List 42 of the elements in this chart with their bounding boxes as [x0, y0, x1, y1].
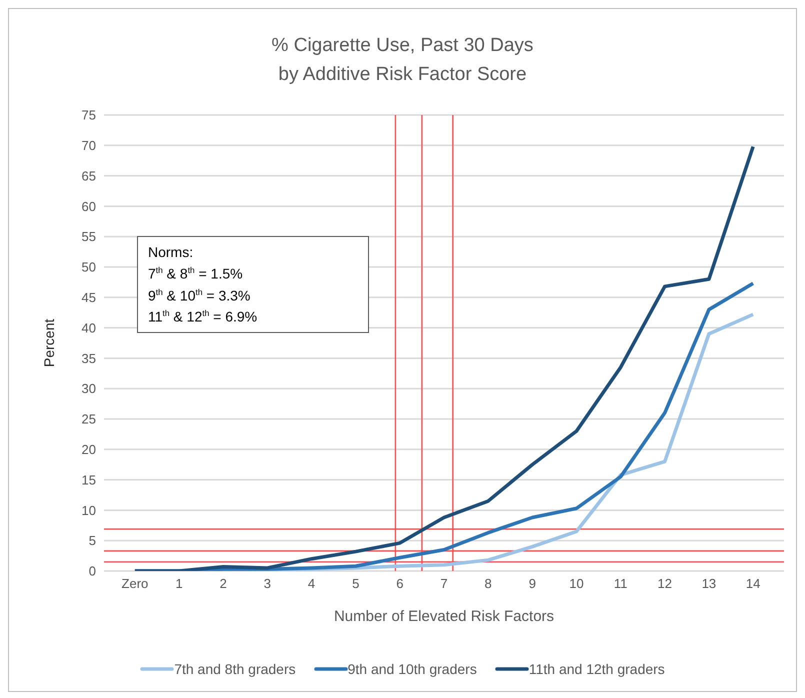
- y-tick-label: 35: [82, 350, 96, 366]
- legend-label: 7th and 8th graders: [174, 661, 296, 677]
- y-axis-title: Percent: [40, 318, 57, 368]
- x-tick-label: 13: [702, 576, 716, 592]
- x-tick-label: 11: [614, 576, 628, 592]
- annotation: Norms:: [148, 244, 194, 260]
- x-tick-label: 3: [264, 576, 271, 592]
- y-tick-label: 60: [82, 198, 96, 214]
- y-tick-label: 40: [82, 320, 96, 336]
- y-tick-label: 55: [82, 229, 96, 244]
- y-tick-label: 0: [88, 564, 96, 579]
- y-tick-label: 10: [82, 502, 96, 518]
- y-tick-label: 5: [88, 533, 96, 548]
- y-tick-label: 45: [82, 290, 96, 306]
- annotation: 11$^{th}$ & 12$^{th}$ = 6.9%: [148, 308, 258, 325]
- x-tick-label: 12: [658, 576, 672, 592]
- annotation: 7$^{th}$ & 8$^{th}$ = 1.5%: [148, 265, 243, 282]
- x-tick-label: 9: [528, 576, 536, 592]
- y-tick-label: 65: [82, 168, 96, 184]
- x-tick-label: 8: [484, 576, 492, 592]
- x-tick-label: 2: [220, 576, 227, 592]
- y-tick-label: 20: [82, 442, 96, 458]
- y-tick-label: 15: [82, 472, 96, 488]
- x-tick-label: 1: [175, 576, 183, 592]
- x-tick-label: 6: [396, 576, 404, 592]
- x-axis-title: Number of Elevated Risk Factors: [334, 608, 554, 625]
- y-tick-label: 25: [82, 412, 96, 427]
- x-tick-label: 4: [308, 576, 316, 592]
- chart-title: % Cigarette Use, Past 30 Days by Additive Risk Factor Score: [270, 34, 534, 87]
- x-tick-label: 5: [352, 576, 360, 592]
- y-tick-label: 30: [82, 381, 96, 396]
- line-series: [133, 144, 755, 571]
- y-tick-label: 70: [82, 138, 96, 154]
- x-tick-label: 7: [440, 576, 448, 592]
- legend-label: 11th and 12th graders: [528, 661, 665, 677]
- x-tick-label: Zero: [122, 576, 148, 592]
- annotation: 9$^{th}$ & 10$^{th}$ = 3.3%: [148, 286, 250, 304]
- y-tick-label: 50: [82, 260, 96, 275]
- x-tick-label: 14: [746, 576, 760, 592]
- legend-label: 9th and 10th graders: [348, 661, 477, 677]
- y-tick-label: 75: [82, 108, 96, 123]
- x-tick-label: 10: [569, 576, 584, 592]
